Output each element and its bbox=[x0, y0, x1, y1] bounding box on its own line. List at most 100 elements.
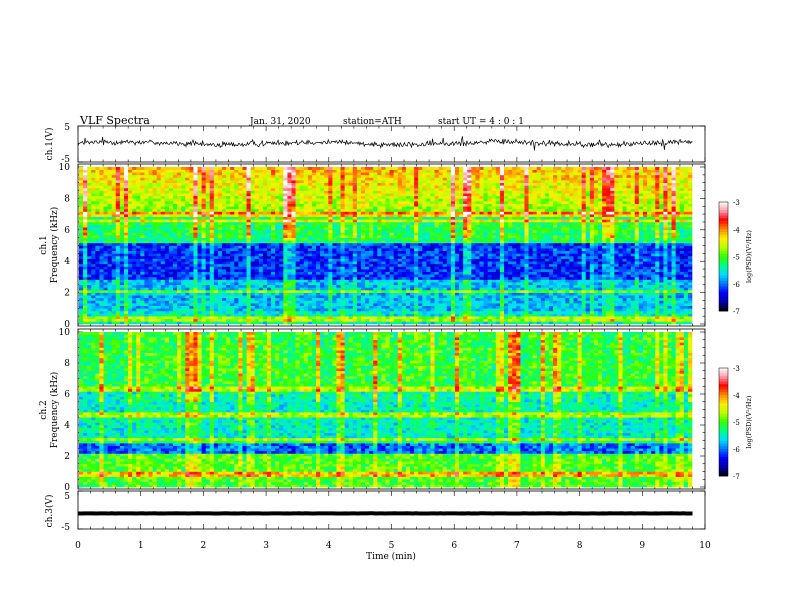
spectrogram-cell bbox=[308, 293, 312, 296]
spectrogram-cell bbox=[345, 314, 349, 317]
spectrogram-cell bbox=[565, 300, 569, 303]
spectrogram-cell bbox=[565, 293, 569, 296]
spectrogram-cell bbox=[451, 316, 455, 319]
spectrogram-cell bbox=[390, 248, 394, 251]
spectrogram-cell bbox=[541, 306, 545, 309]
spectrogram-cell bbox=[124, 259, 128, 262]
spectrogram-cell bbox=[430, 246, 434, 249]
spectrogram-cell bbox=[169, 280, 173, 283]
spectrogram-cell bbox=[255, 261, 259, 264]
spectrogram-cell bbox=[578, 246, 582, 249]
spectrogram-cell bbox=[185, 261, 189, 264]
spectrogram-cell bbox=[524, 293, 528, 296]
spectrogram-cell bbox=[659, 282, 663, 285]
spectrogram-cell bbox=[549, 269, 553, 272]
spectrogram-cell bbox=[230, 256, 234, 259]
spectrogram-cell bbox=[234, 314, 238, 317]
spectrogram-cell bbox=[165, 256, 169, 259]
spectrogram-cell bbox=[516, 298, 520, 301]
spectrogram-cell bbox=[676, 308, 680, 311]
spectrogram-cell bbox=[684, 306, 688, 309]
spectrogram-cell bbox=[488, 285, 492, 288]
spectrogram-cell bbox=[153, 266, 157, 269]
spectrogram-cell bbox=[304, 264, 308, 267]
spectrogram-cell bbox=[537, 314, 541, 317]
spectrogram-cell bbox=[169, 251, 173, 254]
spectrogram-cell bbox=[320, 295, 324, 298]
spectrogram-cell bbox=[467, 306, 471, 309]
spectrogram-cell bbox=[639, 321, 643, 324]
spectrogram-cell bbox=[377, 285, 381, 288]
spectrogram-cell bbox=[610, 300, 614, 303]
spectrogram-cell bbox=[386, 298, 390, 301]
spectrogram-cell bbox=[598, 248, 602, 251]
spectrogram-cell bbox=[161, 282, 165, 285]
spectrogram-cell bbox=[569, 321, 573, 324]
spectrogram-cell bbox=[132, 261, 136, 264]
spectrogram-cell bbox=[545, 261, 549, 264]
spectrogram-cell bbox=[373, 308, 377, 311]
spectrogram-cell bbox=[193, 314, 197, 317]
spectrogram-cell bbox=[582, 277, 586, 280]
spectrogram-cell bbox=[516, 243, 520, 246]
spectrogram-cell bbox=[394, 285, 398, 288]
spectrogram-cell bbox=[414, 243, 418, 246]
spectrogram-cell bbox=[222, 248, 226, 251]
spectrogram-cell bbox=[279, 274, 283, 277]
spectrogram-cell bbox=[238, 303, 242, 306]
spectrogram-cell bbox=[565, 256, 569, 259]
spectrogram-cell bbox=[87, 269, 91, 272]
spectrogram-cell bbox=[484, 298, 488, 301]
spectrogram-cell bbox=[496, 306, 500, 309]
spectrogram-cell bbox=[553, 251, 557, 254]
spectrogram-cell bbox=[565, 321, 569, 324]
spectrogram-cell bbox=[320, 253, 324, 256]
spectrogram-cell bbox=[443, 261, 447, 264]
spectrogram-cell bbox=[635, 243, 639, 246]
spectrogram-cell bbox=[410, 280, 414, 283]
spectrogram-cell bbox=[504, 280, 508, 283]
spectrogram-cell bbox=[95, 264, 99, 267]
spectrogram-cell bbox=[357, 264, 361, 267]
spectrogram-cell bbox=[157, 264, 161, 267]
spectrogram-cell bbox=[181, 290, 185, 293]
spectrogram-cell bbox=[402, 308, 406, 311]
spectrogram-cell bbox=[512, 246, 516, 249]
spectrogram-cell bbox=[373, 240, 377, 243]
spectrogram-cell bbox=[336, 246, 340, 249]
spectrogram-cell bbox=[414, 261, 418, 264]
spectrogram-cell bbox=[304, 248, 308, 251]
spectrogram-cell bbox=[410, 264, 414, 267]
spectrogram-cell bbox=[618, 251, 622, 254]
spectrogram-cell bbox=[418, 300, 422, 303]
spectrogram-cell bbox=[381, 308, 385, 311]
spectrogram-cell bbox=[406, 306, 410, 309]
spectrogram-cell bbox=[153, 246, 157, 249]
spectrogram-cell bbox=[492, 285, 496, 288]
spectrogram-cell bbox=[140, 285, 144, 288]
spectrogram-cell bbox=[475, 272, 479, 275]
spectrogram-cell bbox=[614, 256, 618, 259]
spectrogram-cell bbox=[169, 261, 173, 264]
spectrogram-cell bbox=[643, 282, 647, 285]
spectrogram-cell bbox=[529, 261, 533, 264]
spectrogram-cell bbox=[148, 285, 152, 288]
spectrogram-cell bbox=[529, 295, 533, 298]
spectrogram-cell bbox=[165, 240, 169, 243]
spectrogram-cell bbox=[549, 316, 553, 319]
spectrogram-cell bbox=[222, 290, 226, 293]
spectrogram-cell bbox=[516, 282, 520, 285]
spectrogram-cell bbox=[496, 269, 500, 272]
spectrogram-cell bbox=[308, 321, 312, 324]
spectrogram-cell bbox=[410, 321, 414, 324]
spectrogram-cell bbox=[667, 290, 671, 293]
spectrogram-cell bbox=[336, 303, 340, 306]
spectrogram-cell bbox=[463, 251, 467, 254]
spectrogram-cell bbox=[520, 319, 524, 322]
spectrogram-cell bbox=[545, 256, 549, 259]
spectrogram-cell bbox=[516, 300, 520, 303]
spectrogram-cell bbox=[251, 272, 255, 275]
spectrogram-cell bbox=[386, 266, 390, 269]
spectrogram-cell bbox=[561, 259, 565, 262]
spectrogram-cell bbox=[430, 259, 434, 262]
